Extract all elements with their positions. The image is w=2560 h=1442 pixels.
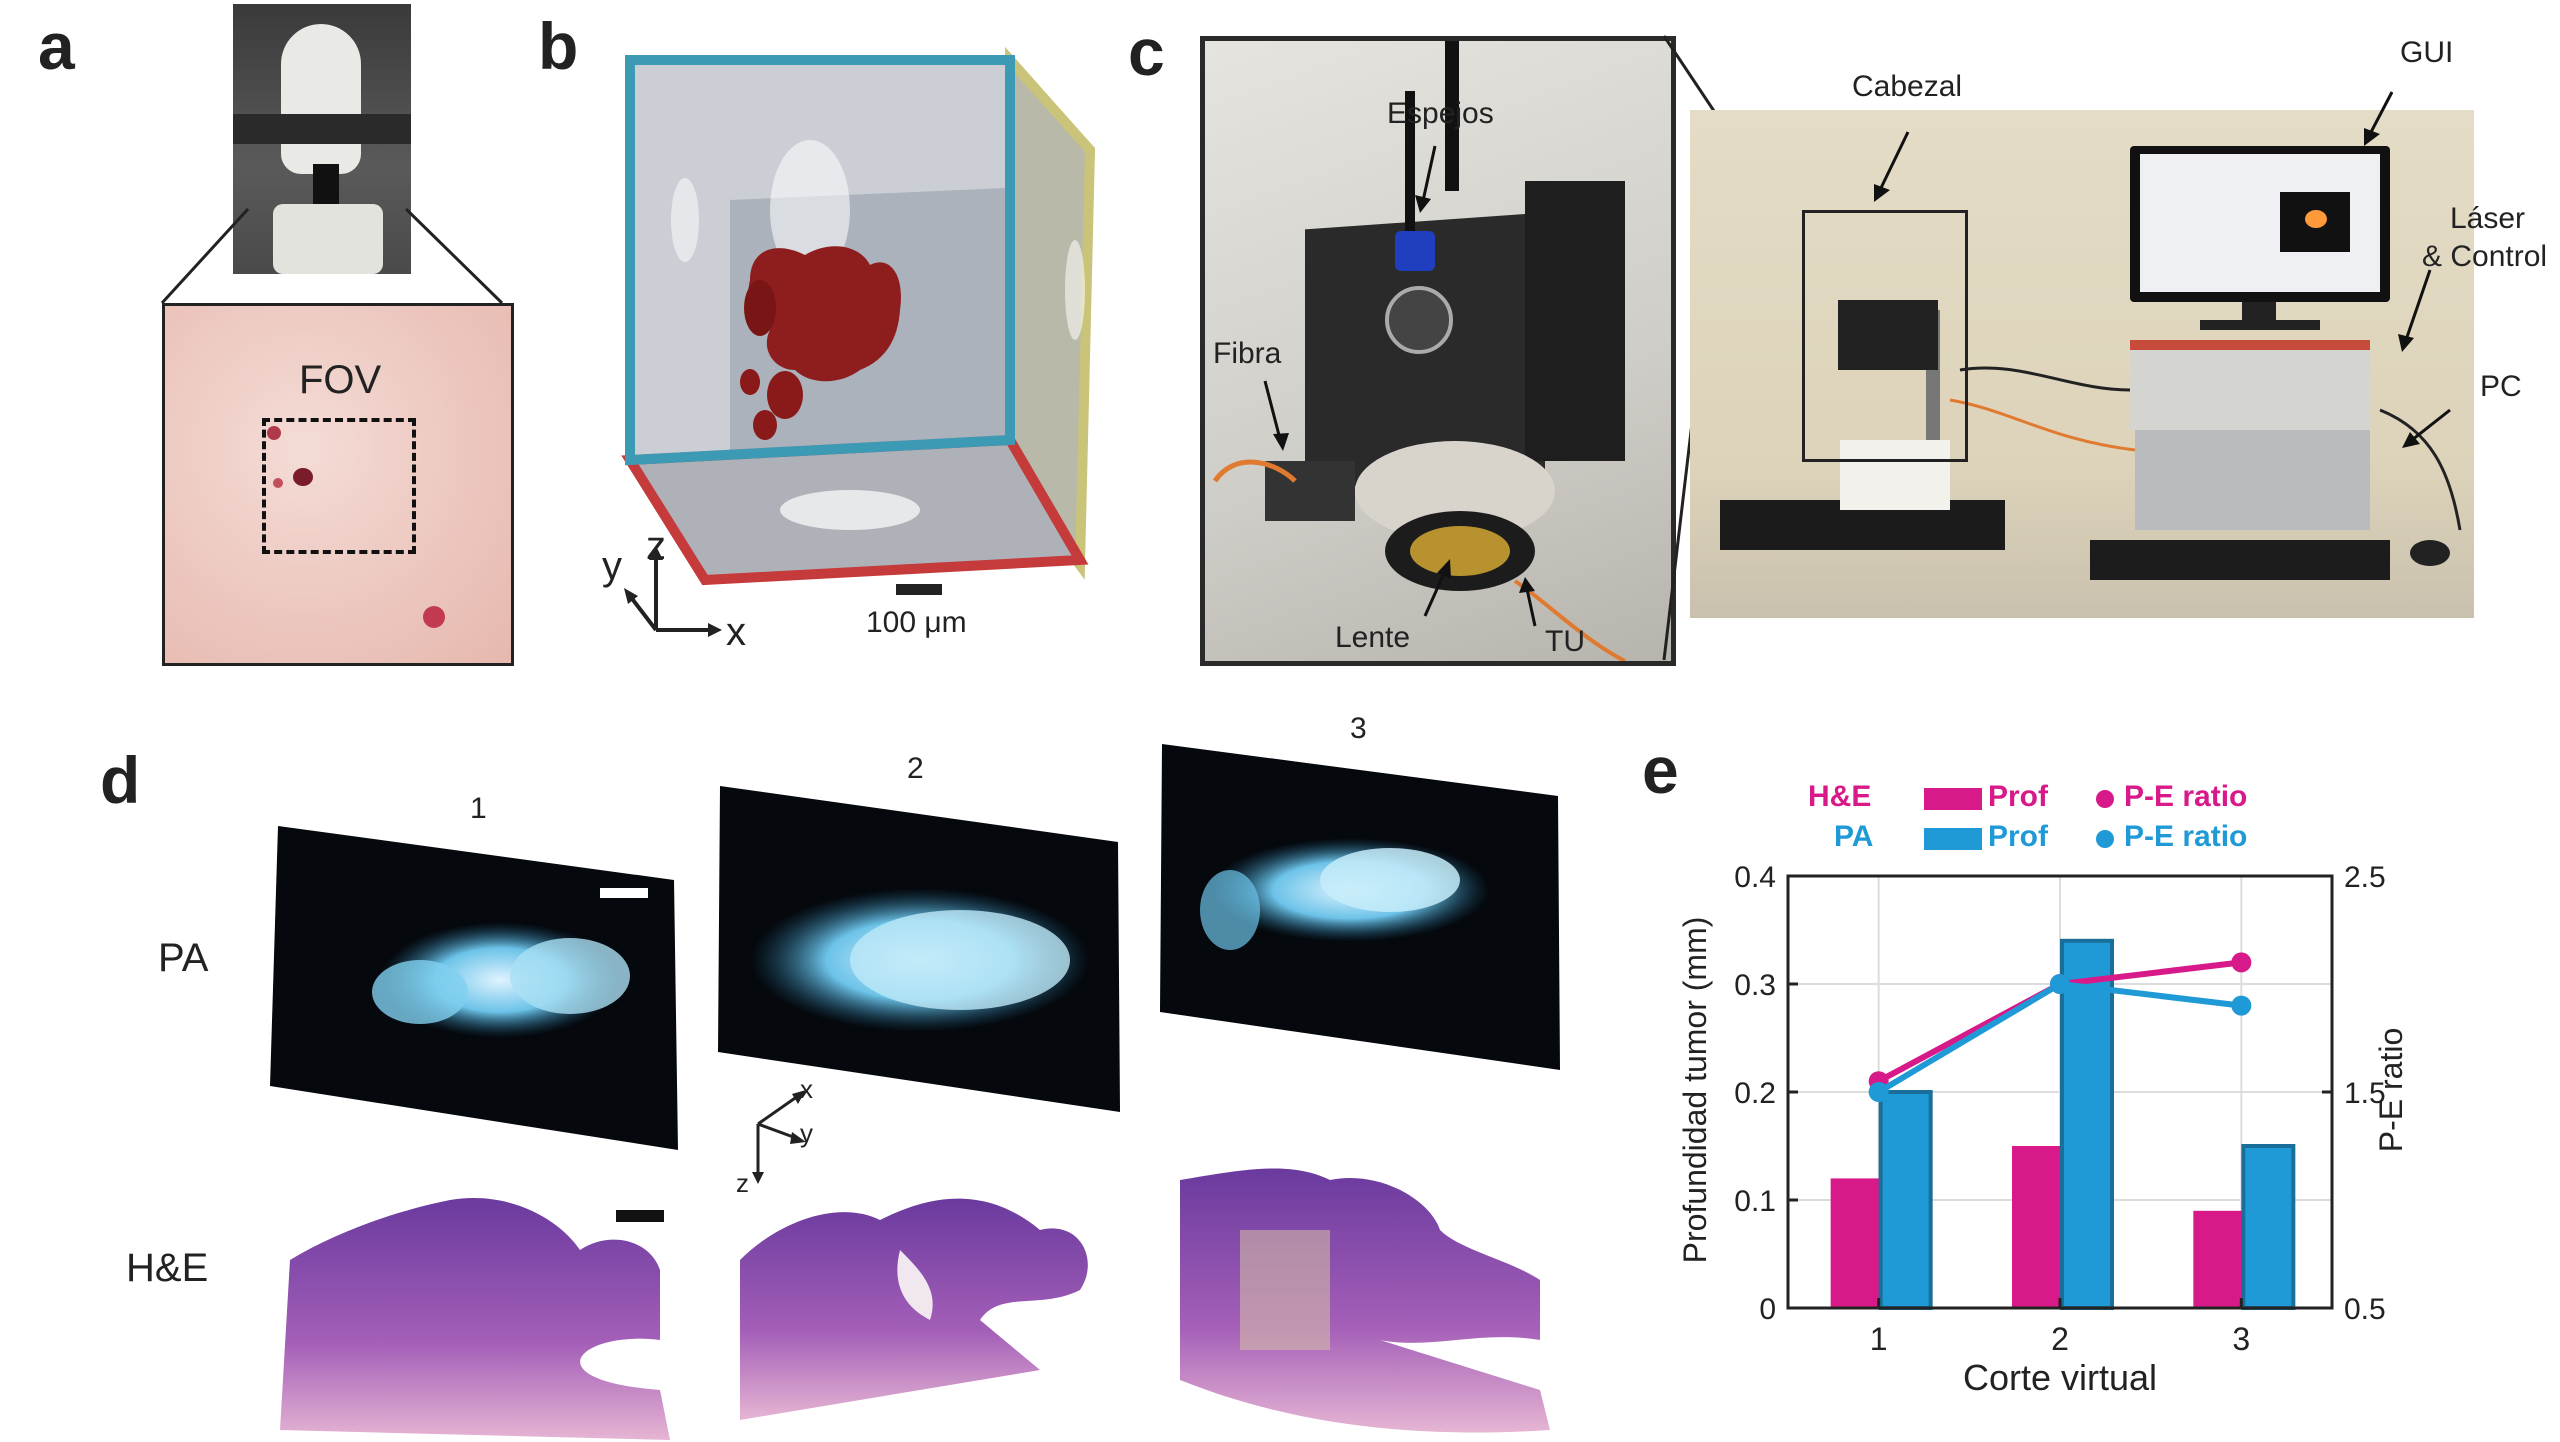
axis-x-label-b: x — [726, 610, 746, 654]
x-axis-label: Corte virtual — [1963, 1357, 2157, 1398]
point-pe-he-3 — [2231, 952, 2252, 973]
legend-he: H&E — [1808, 780, 1872, 813]
tick-label-right: 1.5 — [2344, 1077, 2386, 1110]
bar-pa-1 — [1878, 1090, 1933, 1310]
point-pe-pa-2 — [2050, 974, 2070, 994]
chart-lines — [1868, 952, 2252, 1102]
callout-laser-line2: & Control — [2422, 240, 2548, 273]
pa-slice-3 — [1160, 744, 1560, 1070]
panel-d-label: d — [100, 743, 141, 817]
callout-cabezal: Cabezal — [1852, 70, 1963, 103]
callout-espejos: Espejos — [1387, 97, 1494, 130]
legend-he-prof: Prof — [1988, 780, 2048, 813]
fov-label: FOV — [299, 358, 382, 402]
tick-label-left: 0 — [1759, 1293, 1776, 1326]
tick-label-left: 0.4 — [1734, 861, 1776, 894]
bar-he-1 — [1830, 1178, 1881, 1308]
callout-pc: PC — [2480, 370, 2522, 403]
slice-2-label: 2 — [907, 752, 924, 785]
pa-slice-1 — [270, 826, 678, 1150]
axis-z-label-d: z — [736, 1168, 749, 1198]
he-histology-slices — [280, 1168, 1550, 1440]
legend-pa-prof: Prof — [1988, 820, 2048, 853]
slice-3-label: 3 — [1350, 712, 1367, 745]
legend-he-pe: P-E ratio — [2124, 780, 2248, 813]
tick-label-right: 2.5 — [2344, 861, 2386, 894]
callout-fibra: Fibra — [1213, 337, 1282, 370]
3d-volume-render — [621, 46, 1096, 586]
panel-e-label: e — [1642, 733, 1679, 807]
he-slice-3 — [1180, 1168, 1550, 1433]
axis-x-label-d: x — [800, 1074, 813, 1104]
y-axis-right-label: P-E ratio — [2373, 1028, 2409, 1152]
legend-he-bar-swatch — [1924, 788, 1982, 810]
bar-pa-2 — [2060, 938, 2114, 1311]
tick-label-left: 0.3 — [1734, 969, 1776, 1002]
scale-label-b: 100 μm — [866, 606, 967, 639]
slice-1-label: 1 — [470, 792, 487, 825]
chart-bars — [1830, 938, 2296, 1311]
tick-label-left: 0.2 — [1734, 1077, 1776, 1110]
bar-he-2 — [2012, 1146, 2062, 1308]
bar-pa-3 — [2241, 1144, 2296, 1310]
axis-y-label-b: y — [602, 544, 622, 588]
axis-triad-b — [624, 546, 722, 637]
legend-he-dot-swatch — [2096, 790, 2114, 808]
callout-tu: TU — [1545, 625, 1585, 658]
scan-head-photo: Espejos Fibra Lente TU — [1200, 36, 1676, 666]
y-axis-left-label: Profundidad tumor (mm) — [1677, 917, 1713, 1264]
legend-pa-bar-swatch — [1924, 828, 1982, 850]
panel-c-label: c — [1128, 15, 1165, 89]
he-slice-2 — [740, 1198, 1088, 1420]
tick-label-right: 0.5 — [2344, 1293, 2386, 1326]
axis-y-label-d: y — [800, 1118, 813, 1148]
callout-lente: Lente — [1335, 621, 1411, 654]
point-pe-pa-1 — [1868, 1082, 1889, 1102]
panel-b-label: b — [538, 9, 579, 83]
tick-label-x: 1 — [1870, 1321, 1888, 1357]
bar-he-3 — [2193, 1210, 2244, 1308]
tick-label-x: 3 — [2232, 1321, 2250, 1357]
head-highlight-box — [1802, 210, 1968, 462]
skin-closeup-photo: FOV — [162, 303, 514, 666]
mouse-photo — [233, 4, 411, 274]
legend-pa-pe: P-E ratio — [2124, 820, 2248, 853]
pa-slice-2 — [718, 786, 1120, 1112]
tick-label-left: 0.1 — [1734, 1185, 1776, 1218]
row-label-pa: PA — [158, 936, 209, 980]
depth-chart: 00.10.20.30.40.51.52.51 2 3 Corte virtual … — [1677, 861, 2409, 1398]
callout-laser-line1: Láser — [2450, 202, 2526, 235]
system-setup-photo — [1690, 110, 2474, 618]
axis-z-label-b: z — [646, 524, 666, 568]
scale-bar-b — [896, 584, 942, 595]
callout-gui: GUI — [2400, 36, 2454, 69]
legend-pa: PA — [1834, 820, 1874, 853]
pa-slices — [270, 744, 1560, 1150]
tick-label-x: 2 — [2051, 1321, 2069, 1357]
legend-pa-dot-swatch — [2096, 830, 2114, 848]
fov-box — [262, 418, 416, 554]
chart-ticks: 0 0.1 0.2 0.3 0.4 0.5 1.5 2.5 1 2 3 — [1734, 861, 2385, 1357]
panel-a-label: a — [38, 9, 75, 83]
he-slice-1 — [280, 1198, 670, 1440]
setup-arrows — [1874, 91, 2451, 448]
point-pe-pa-3 — [2231, 995, 2252, 1016]
zoom-lines — [160, 207, 504, 305]
row-label-he: H&E — [126, 1246, 209, 1290]
axis-triad-d — [752, 1090, 806, 1184]
